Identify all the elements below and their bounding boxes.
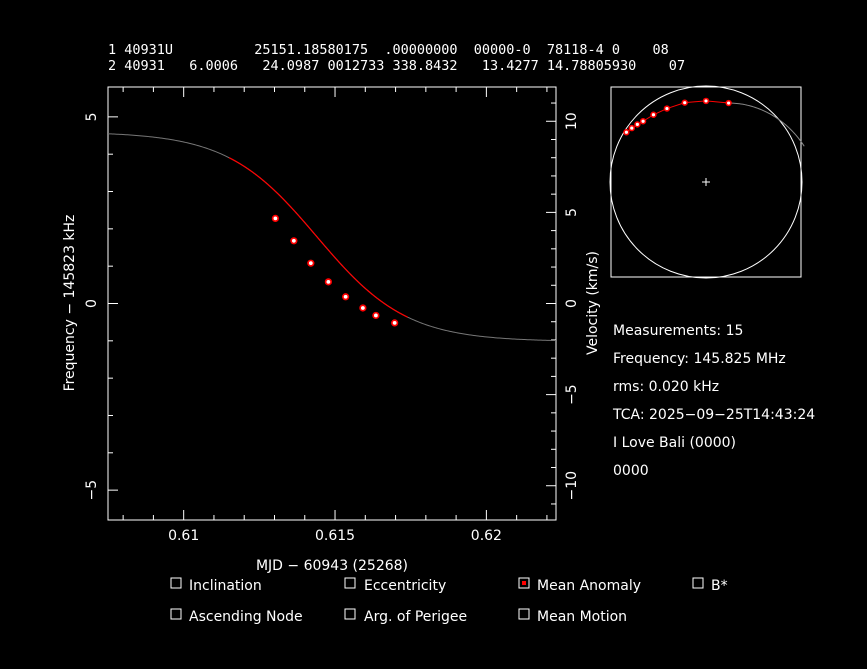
tca-readout: TCA: 2025−09−25T14:43:24 xyxy=(612,407,815,423)
doppler-curve xyxy=(107,133,557,342)
ascending-node-checkbox[interactable] xyxy=(170,608,182,620)
sky-point xyxy=(727,101,731,105)
ascending-node-label: Ascending Node xyxy=(189,609,303,625)
inclination-checkbox[interactable] xyxy=(170,577,182,589)
sky-point xyxy=(641,119,645,123)
x-tick-label: 0.62 xyxy=(471,528,502,544)
site-name: I Love Bali (0000) xyxy=(613,435,736,451)
sky-point xyxy=(635,122,639,127)
sky-point xyxy=(651,113,656,117)
plot-frame xyxy=(107,86,557,521)
sky-point xyxy=(630,126,634,130)
sky-point xyxy=(704,99,708,103)
y-axis-label: Frequency − 145823 kHz xyxy=(62,215,78,392)
frequency-readout: Frequency: 145.825 MHz xyxy=(613,351,786,367)
tle-line-2: 2 40931 6.0006 24.0987 0012733 338.8432 … xyxy=(108,58,685,74)
mean-anomaly-checked-mark xyxy=(522,581,526,585)
fit-option-arg-perigee[interactable]: Arg. of Perigee xyxy=(344,608,467,625)
fit-option-mean-motion[interactable]: Mean Motion xyxy=(518,608,627,625)
sky-plot xyxy=(609,85,805,279)
arg-perigee-label: Arg. of Perigee xyxy=(364,609,467,625)
sky-plot-frame xyxy=(610,86,802,278)
measurement-point xyxy=(360,306,365,310)
measurement-point xyxy=(326,279,331,284)
y-tick-label: 0 xyxy=(84,299,100,308)
measurement-points xyxy=(271,214,399,327)
eccentricity-label: Eccentricity xyxy=(364,578,446,594)
y-axis-right-label: Velocity (km/s) xyxy=(585,251,601,355)
mean-anomaly-label: Mean Anomaly xyxy=(537,578,641,594)
rms-readout: rms: 0.020 kHz xyxy=(613,379,719,395)
measurement-point xyxy=(343,294,348,299)
model-curve xyxy=(107,133,557,342)
fit-option-inclination[interactable]: Inclination xyxy=(170,577,262,594)
measurement-point xyxy=(308,261,313,266)
measurement-point xyxy=(373,313,378,318)
eccentricity-checkbox[interactable] xyxy=(344,577,356,589)
tle-line-1: 1 40931U 25151.18580175 .00000000 00000-… xyxy=(108,42,669,58)
x-axis-label: MJD − 60943 (25268) xyxy=(256,558,408,574)
x-tick-label: 0.61 xyxy=(168,528,199,544)
sky-track-measured xyxy=(626,100,729,133)
mean-motion-label: Mean Motion xyxy=(537,609,627,625)
y-right-tick-label: 10 xyxy=(564,112,580,130)
axis-ticks: 0.61 0.615 0.62 −5 0 5 −10 −5 0 5 10 xyxy=(84,87,580,544)
y-right-tick-label: −5 xyxy=(564,384,580,405)
fitted-curve-segment xyxy=(228,157,408,318)
y-right-tick-label: 0 xyxy=(564,299,580,308)
horizon-circle xyxy=(609,85,803,279)
fit-option-ascending-node[interactable]: Ascending Node xyxy=(170,608,303,625)
inclination-label: Inclination xyxy=(189,578,262,594)
measurement-point xyxy=(392,321,397,325)
sky-track-arc xyxy=(728,102,805,147)
fit-option-eccentricity[interactable]: Eccentricity xyxy=(344,577,446,594)
measurements-count: Measurements: 15 xyxy=(613,323,743,339)
y-tick-label: 5 xyxy=(84,112,100,121)
bstar-label: B* xyxy=(711,578,728,594)
mean-motion-checkbox[interactable] xyxy=(518,608,530,620)
sky-point xyxy=(665,106,669,111)
measurement-point xyxy=(273,216,278,221)
measurement-point xyxy=(291,238,296,243)
y-right-tick-label: 5 xyxy=(564,208,580,217)
mean-anomaly-checkbox[interactable] xyxy=(518,577,530,589)
fit-option-mean-anomaly[interactable]: Mean Anomaly xyxy=(518,577,641,594)
bstar-checkbox[interactable] xyxy=(692,577,704,589)
y-tick-label: −5 xyxy=(84,480,100,501)
y-right-tick-label: −10 xyxy=(564,471,580,501)
fit-option-bstar[interactable]: B* xyxy=(692,577,728,594)
sky-point xyxy=(624,130,628,134)
sky-point xyxy=(683,101,687,105)
arg-perigee-checkbox[interactable] xyxy=(344,608,356,620)
site-code: 0000 xyxy=(613,463,649,479)
x-tick-label: 0.615 xyxy=(315,528,355,544)
